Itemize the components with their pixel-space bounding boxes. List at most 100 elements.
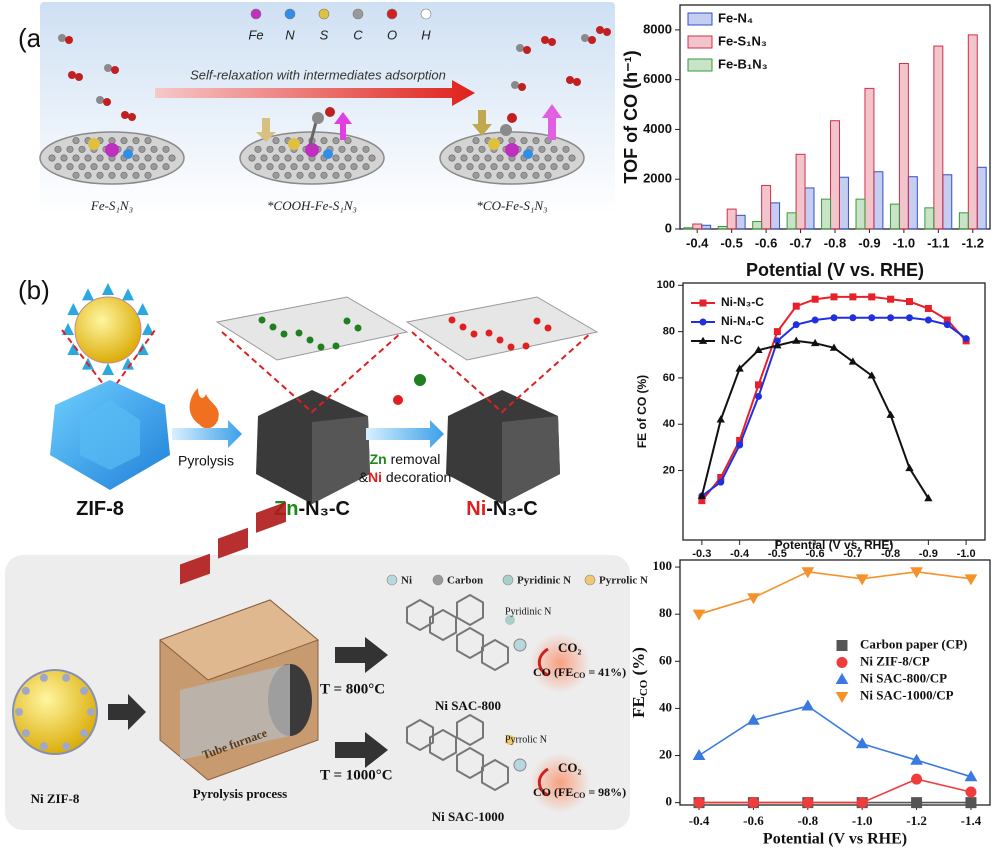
product-label-part: = 98%) bbox=[585, 785, 626, 799]
carbon-atom bbox=[144, 137, 152, 145]
carbon-atom bbox=[296, 171, 304, 179]
dopant bbox=[280, 330, 288, 338]
legend-label: Carbon paper (CP) bbox=[860, 636, 967, 651]
legend-swatch bbox=[687, 35, 713, 49]
carbon-atom bbox=[266, 163, 274, 171]
carbon-atom bbox=[356, 154, 364, 162]
site-atom bbox=[505, 615, 515, 625]
x-tick-label: -0.4 bbox=[686, 235, 709, 250]
carbon-atom bbox=[332, 137, 340, 145]
carbon-atom bbox=[66, 145, 74, 153]
carbon-sheet bbox=[215, 296, 409, 361]
carbon-atom bbox=[144, 171, 152, 179]
marker bbox=[773, 328, 781, 336]
bar bbox=[683, 227, 694, 230]
carbon-atom bbox=[168, 154, 176, 162]
carbon-atom bbox=[520, 171, 528, 179]
x-tick-label: -0.7 bbox=[843, 548, 862, 560]
legend-label: Fe-B₁N₃ bbox=[718, 56, 768, 71]
y-tick-label: 100 bbox=[657, 279, 675, 291]
carbon-atom bbox=[496, 171, 504, 179]
fe-atom bbox=[505, 143, 519, 157]
legend-label: Ni-N₄-C bbox=[721, 314, 764, 328]
marker bbox=[716, 415, 725, 423]
marker bbox=[811, 316, 819, 324]
dopant bbox=[343, 317, 351, 325]
bar bbox=[958, 212, 969, 230]
x-tick-label: -0.9 bbox=[858, 235, 880, 250]
marker bbox=[830, 314, 838, 322]
ni-atom bbox=[513, 758, 527, 772]
carbon-atom bbox=[60, 154, 68, 162]
y-tick-label: 20 bbox=[663, 464, 675, 476]
x-axis-label: Potential (V vs RHE) bbox=[763, 831, 907, 848]
carbon-atom bbox=[526, 163, 534, 171]
carbon-atom bbox=[362, 163, 370, 171]
x-tick-label: -0.8 bbox=[798, 813, 819, 828]
heating-coil bbox=[218, 527, 248, 559]
marker bbox=[906, 314, 913, 322]
adsorbate bbox=[507, 113, 517, 123]
carbon-ring bbox=[406, 718, 434, 752]
cage-node bbox=[62, 673, 71, 682]
atom-key-label: Pyridinic N bbox=[517, 575, 571, 587]
s-atom bbox=[88, 138, 100, 150]
carbon-atom bbox=[544, 154, 552, 162]
bar bbox=[701, 224, 712, 230]
marker bbox=[965, 786, 977, 798]
gas-molecule bbox=[566, 76, 574, 84]
carbon-atom bbox=[508, 171, 516, 179]
series-line bbox=[698, 570, 972, 615]
carbon-atom bbox=[114, 163, 122, 171]
material-label-part: Ni bbox=[466, 498, 486, 520]
gas-molecule bbox=[104, 64, 112, 72]
flow-arrow bbox=[335, 637, 388, 673]
product-label: CO (FECO = 41%) bbox=[533, 665, 626, 680]
marker bbox=[717, 478, 725, 486]
marker bbox=[801, 699, 815, 711]
cage-node bbox=[39, 673, 48, 682]
marker bbox=[747, 593, 760, 605]
step-arrow bbox=[172, 420, 242, 448]
carbon-atom bbox=[48, 154, 56, 162]
carbon-atom bbox=[532, 137, 540, 145]
material-label: Ni ZIF-8 bbox=[31, 791, 80, 806]
marker bbox=[829, 343, 839, 351]
chart: 20 40 60 80 100 FE of CO (%) Potential (V vs. … bbox=[635, 279, 986, 560]
bar bbox=[933, 45, 944, 230]
dopant bbox=[496, 336, 504, 344]
marker bbox=[868, 293, 876, 301]
dopant bbox=[317, 343, 325, 351]
site-label: Pyridinic N bbox=[505, 606, 551, 617]
gas-molecule bbox=[68, 71, 76, 79]
dopant bbox=[544, 324, 552, 332]
marker bbox=[911, 773, 923, 785]
flame bbox=[189, 388, 219, 429]
bar bbox=[726, 208, 737, 230]
marker bbox=[792, 336, 801, 344]
atom-key bbox=[386, 574, 398, 586]
bar bbox=[838, 176, 849, 230]
cage-node bbox=[39, 742, 48, 751]
marker bbox=[736, 441, 744, 449]
y-axis-label-part: (%) bbox=[629, 647, 648, 680]
marker bbox=[755, 381, 762, 389]
bar bbox=[761, 184, 772, 230]
flow-arrow bbox=[335, 732, 388, 768]
carbon-atom bbox=[454, 145, 462, 153]
bar bbox=[967, 34, 978, 230]
marker bbox=[810, 338, 820, 347]
bar bbox=[942, 174, 953, 230]
marker bbox=[836, 640, 848, 651]
marker bbox=[773, 341, 782, 349]
dopant bbox=[332, 342, 340, 350]
legend-label: Ni ZIF-8/CP bbox=[860, 653, 930, 668]
conversion-arrow bbox=[537, 767, 549, 797]
carbon-atom bbox=[514, 163, 522, 171]
material-label: Ni SAC-1000 bbox=[432, 809, 505, 824]
y-tick-label: 4000 bbox=[643, 121, 672, 136]
marker bbox=[747, 713, 760, 725]
marker bbox=[835, 692, 849, 703]
cage-node bbox=[21, 686, 30, 695]
